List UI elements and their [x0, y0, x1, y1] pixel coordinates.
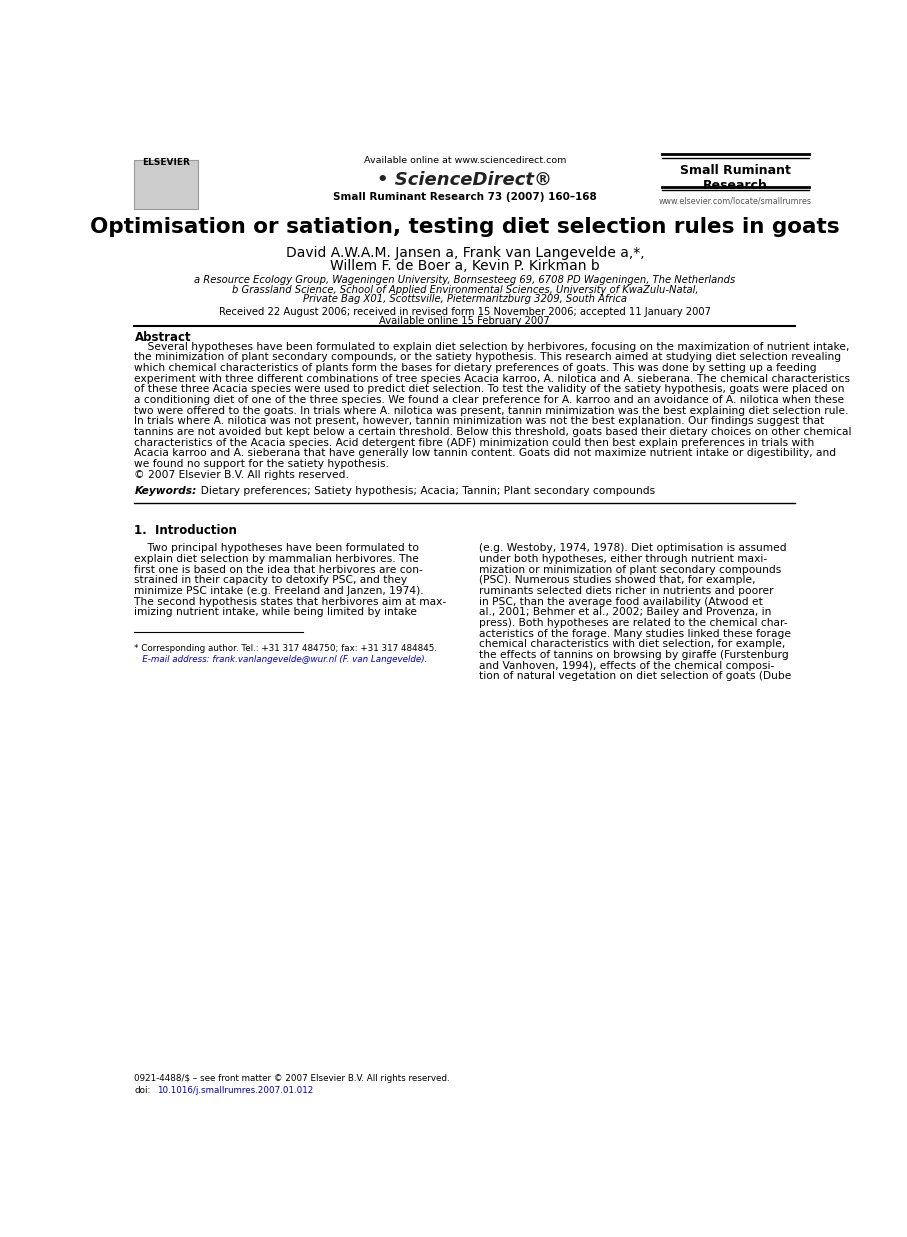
Text: mization or minimization of plant secondary compounds: mization or minimization of plant second… [479, 564, 781, 575]
Text: experiment with three different combinations of tree species Acacia karroo, A. n: experiment with three different combinat… [134, 374, 851, 383]
Text: doi:: doi: [134, 1086, 151, 1095]
FancyBboxPatch shape [134, 160, 198, 209]
Text: Private Bag X01, Scottsville, Pietermaritzburg 3209, South Africa: Private Bag X01, Scottsville, Pietermari… [303, 294, 627, 304]
Text: chemical characteristics with diet selection, for example,: chemical characteristics with diet selec… [479, 640, 785, 649]
Text: © 2007 Elsevier B.V. All rights reserved.: © 2007 Elsevier B.V. All rights reserved… [134, 470, 349, 480]
Text: 10.1016/j.smallrumres.2007.01.012: 10.1016/j.smallrumres.2007.01.012 [157, 1086, 313, 1095]
Text: Dietary preferences; Satiety hypothesis; Acacia; Tannin; Plant secondary compoun: Dietary preferences; Satiety hypothesis;… [194, 486, 656, 496]
Text: tannins are not avoided but kept below a certain threshold. Below this threshold: tannins are not avoided but kept below a… [134, 427, 852, 437]
Text: strained in their capacity to detoxify PSC, and they: strained in their capacity to detoxify P… [134, 575, 407, 585]
Text: ruminants selected diets richer in nutrients and poorer: ruminants selected diets richer in nutri… [479, 586, 774, 596]
Text: Keywords:: Keywords: [134, 486, 197, 496]
Text: * Corresponding author. Tel.: +31 317 484750; fax: +31 317 484845.: * Corresponding author. Tel.: +31 317 48… [134, 643, 437, 653]
Text: two were offered to the goats. In trials where A. nilotica was present, tannin m: two were offered to the goats. In trials… [134, 406, 849, 416]
Text: under both hypotheses, either through nutrient maxi-: under both hypotheses, either through nu… [479, 554, 767, 564]
Text: and Vanhoven, 1994), effects of the chemical composi-: and Vanhoven, 1994), effects of the chem… [479, 661, 775, 670]
Text: Several hypotheses have been formulated to explain diet selection by herbivores,: Several hypotheses have been formulated … [134, 341, 850, 351]
Text: Available online at www.sciencedirect.com: Available online at www.sciencedirect.co… [364, 156, 566, 165]
Text: 1.  Introduction: 1. Introduction [134, 524, 238, 537]
Text: of these three Acacia species were used to predict diet selection. To test the v: of these three Acacia species were used … [134, 385, 845, 395]
Text: the effects of tannins on browsing by giraffe (Furstenburg: the effects of tannins on browsing by gi… [479, 649, 789, 661]
Text: Abstract: Abstract [134, 332, 191, 344]
Text: ELSEVIER: ELSEVIER [142, 158, 190, 167]
Text: acteristics of the forage. Many studies linked these forage: acteristics of the forage. Many studies … [479, 628, 791, 638]
Text: minimize PSC intake (e.g. Freeland and Janzen, 1974).: minimize PSC intake (e.g. Freeland and J… [134, 586, 424, 596]
Text: b Grassland Science, School of Applied Environmental Sciences, University of Kwa: b Grassland Science, School of Applied E… [231, 285, 698, 294]
Text: which chemical characteristics of plants form the bases for dietary preferences : which chemical characteristics of plants… [134, 364, 817, 374]
Text: Two principal hypotheses have been formulated to: Two principal hypotheses have been formu… [134, 543, 419, 553]
Text: (PSC). Numerous studies showed that, for example,: (PSC). Numerous studies showed that, for… [479, 575, 756, 585]
Text: Willem F. de Boer a, Kevin P. Kirkman b: Willem F. de Boer a, Kevin P. Kirkman b [330, 259, 600, 273]
Text: Received 22 August 2006; received in revised form 15 November 2006; accepted 11 : Received 22 August 2006; received in rev… [219, 307, 711, 317]
Text: characteristics of the Acacia species. Acid detergent fibre (ADF) minimization c: characteristics of the Acacia species. A… [134, 438, 814, 448]
Text: Optimisation or satiation, testing diet selection rules in goats: Optimisation or satiation, testing diet … [90, 216, 840, 238]
Text: explain diet selection by mammalian herbivores. The: explain diet selection by mammalian herb… [134, 554, 419, 564]
Text: 0921-4488/$ – see front matter © 2007 Elsevier B.V. All rights reserved.: 0921-4488/$ – see front matter © 2007 El… [134, 1074, 450, 1084]
Text: Small Ruminant
Research: Small Ruminant Research [680, 163, 791, 192]
Text: a conditioning diet of one of the three species. We found a clear preference for: a conditioning diet of one of the three … [134, 395, 844, 406]
Text: (e.g. Westoby, 1974, 1978). Diet optimisation is assumed: (e.g. Westoby, 1974, 1978). Diet optimis… [479, 543, 786, 553]
Text: in PSC, than the average food availability (Atwood et: in PSC, than the average food availabili… [479, 596, 763, 606]
Text: first one is based on the idea that herbivores are con-: first one is based on the idea that herb… [134, 564, 424, 575]
Text: imizing nutrient intake, while being limited by intake: imizing nutrient intake, while being lim… [134, 607, 417, 617]
Text: In trials where A. nilotica was not present, however, tannin minimization was no: In trials where A. nilotica was not pres… [134, 417, 824, 427]
Text: tion of natural vegetation on diet selection of goats (Dube: tion of natural vegetation on diet selec… [479, 672, 791, 682]
Text: www.elsevier.com/locate/smallrumres: www.elsevier.com/locate/smallrumres [659, 195, 812, 205]
Text: the minimization of plant secondary compounds, or the satiety hypothesis. This r: the minimization of plant secondary comp… [134, 353, 842, 362]
Text: Available online 15 February 2007: Available online 15 February 2007 [379, 317, 551, 327]
Text: • ScienceDirect®: • ScienceDirect® [377, 171, 552, 189]
Text: Acacia karroo and A. sieberana that have generally low tannin content. Goats did: Acacia karroo and A. sieberana that have… [134, 449, 836, 459]
Text: we found no support for the satiety hypothesis.: we found no support for the satiety hypo… [134, 459, 389, 469]
Text: al., 2001; Behmer et al., 2002; Bailey and Provenza, in: al., 2001; Behmer et al., 2002; Bailey a… [479, 607, 771, 617]
Text: E-mail address: frank.vanlangevelde@wur.nl (F. van Langevelde).: E-mail address: frank.vanlangevelde@wur.… [134, 656, 428, 664]
Text: a Resource Ecology Group, Wageningen University, Bornsesteeg 69, 6708 PD Wagenin: a Resource Ecology Group, Wageningen Uni… [194, 275, 736, 285]
Text: The second hypothesis states that herbivores aim at max-: The second hypothesis states that herbiv… [134, 596, 447, 606]
Text: David A.W.A.M. Jansen a, Frank van Langevelde a,*,: David A.W.A.M. Jansen a, Frank van Lange… [286, 246, 644, 260]
Text: press). Both hypotheses are related to the chemical char-: press). Both hypotheses are related to t… [479, 618, 787, 628]
Text: Small Ruminant Research 73 (2007) 160–168: Small Ruminant Research 73 (2007) 160–16… [333, 192, 597, 203]
